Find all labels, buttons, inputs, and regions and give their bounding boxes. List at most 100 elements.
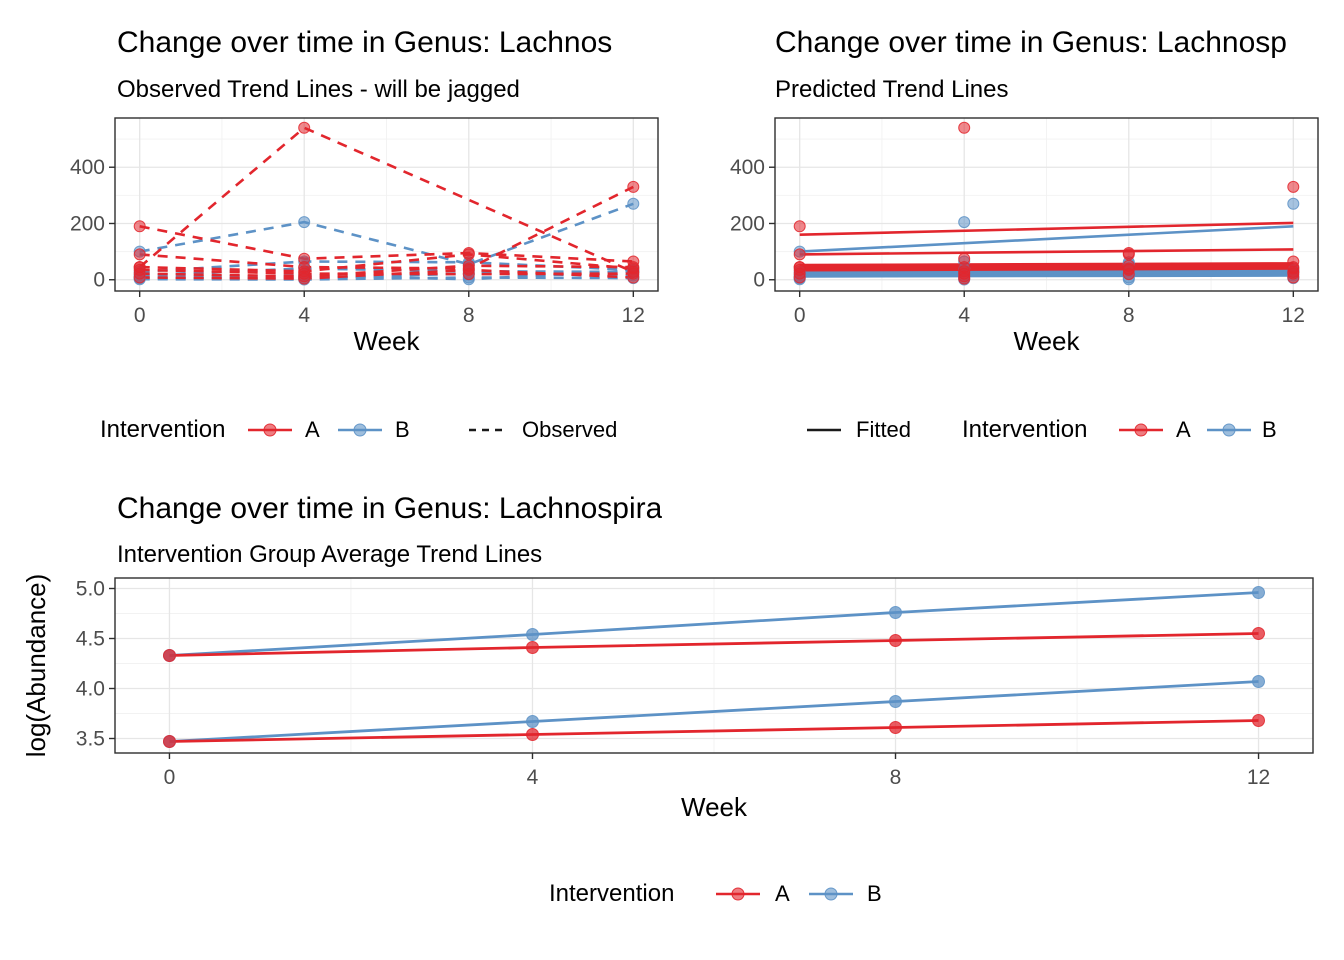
- legend-key-b-line-icon: [809, 887, 853, 901]
- series-fit-A3: [799, 262, 1294, 267]
- predicted-chart: 0 4 8 12 0 200 400 Week: [730, 117, 1319, 356]
- average-panel-title: Change over time in Genus: Lachnospira: [117, 492, 663, 525]
- point-obs-B1-wk12: [1287, 197, 1300, 210]
- series-fit-B5: [799, 274, 1294, 278]
- point-A-mean-upper-wk0: [163, 649, 176, 662]
- svg-text:5.0: 5.0: [76, 578, 105, 601]
- observed-chart: 0 4 8 12 0 200 400 Week: [70, 117, 659, 356]
- legend-key-a-line-icon: [1119, 423, 1163, 437]
- point-B-mean-upper-wk8: [889, 606, 902, 619]
- svg-text:Week: Week: [681, 792, 748, 822]
- svg-text:4: 4: [527, 766, 539, 789]
- point-obs-A3-wk12: [1287, 180, 1300, 193]
- series-B-mean-lower: [169, 680, 1259, 743]
- average-legend-item-b: B: [867, 881, 882, 906]
- legend-key-a-line-icon: [248, 423, 292, 437]
- average-legend-item-a: A: [775, 881, 790, 906]
- point-A-mean-lower-wk4: [526, 728, 539, 741]
- top-legend-row: Intervention A B Observed Fitted Interve…: [0, 410, 1344, 450]
- point-obs-A4-wk8: [1122, 248, 1135, 261]
- point-A-mean-upper-wk12: [1252, 627, 1265, 640]
- series-A-mean-upper: [169, 632, 1259, 657]
- svg-text:4: 4: [298, 304, 310, 327]
- bottom-legend-row: Intervention A B: [0, 874, 1344, 914]
- fitted-linetype-key-icon: [807, 428, 841, 432]
- point-obs-A7-wk8: [1122, 268, 1135, 281]
- svg-text:log(Abundance): log(Abundance): [21, 574, 51, 758]
- series-A-subj3: [139, 185, 634, 270]
- point-B-subj1-wk4: [298, 216, 311, 229]
- point-B-mean-lower-wk12: [1252, 675, 1265, 688]
- legend-key-a-line-icon: [716, 887, 760, 901]
- predicted-legend-item-a: A: [1176, 417, 1191, 442]
- point-B-subj1-wk12: [627, 197, 640, 210]
- point-obs-B1-wk4: [958, 216, 971, 229]
- svg-text:8: 8: [463, 304, 475, 327]
- series-fit-B2: [799, 269, 1294, 274]
- fitted-linetype-label: Fitted: [856, 417, 912, 442]
- svg-text:0: 0: [164, 766, 176, 789]
- svg-text:4.0: 4.0: [76, 678, 105, 701]
- average-legend-title: Intervention: [549, 880, 675, 907]
- point-A-subj1-wk4: [298, 121, 311, 134]
- point-obs-A7-wk0: [793, 263, 806, 276]
- svg-text:0: 0: [93, 269, 105, 292]
- observed-panel-title: Change over time in Genus: Lachnos: [117, 26, 613, 59]
- legend-key-b-line-icon: [338, 423, 382, 437]
- point-A-mean-upper-wk8: [889, 634, 902, 647]
- svg-text:12: 12: [1282, 304, 1305, 327]
- average-chart: 0 4 8 12 3.5 4.0 4.5 5.0 Week log(Abundance): [21, 574, 1314, 822]
- point-A-subj4-wk8: [462, 248, 475, 261]
- svg-text:0: 0: [794, 304, 806, 327]
- series-A-subj1: [138, 126, 634, 274]
- svg-text:400: 400: [70, 156, 105, 179]
- svg-text:200: 200: [70, 212, 105, 235]
- point-obs-A7-wk12: [1287, 267, 1300, 280]
- point-obs-A7-wk4: [958, 267, 971, 280]
- observed-legend-title: Intervention: [100, 416, 226, 443]
- point-A-subj2-wk0: [133, 220, 146, 233]
- legend-key-b-line-icon: [1207, 423, 1251, 437]
- svg-text:4: 4: [958, 304, 970, 327]
- observed-legend-item-a: A: [305, 417, 320, 442]
- predicted-panel-title: Change over time in Genus: Lachnosp: [775, 26, 1287, 59]
- svg-text:200: 200: [730, 212, 765, 235]
- point-B-mean-upper-wk4: [526, 628, 539, 641]
- point-obs-A1-wk4: [958, 121, 971, 134]
- point-A-subj7-wk0: [133, 263, 146, 276]
- observed-legend-item-b: B: [395, 417, 410, 442]
- point-A-subj3-wk0: [133, 248, 146, 261]
- svg-text:4.5: 4.5: [76, 628, 105, 651]
- svg-text:400: 400: [730, 156, 765, 179]
- series-A-subj2: [139, 225, 634, 263]
- svg-text:0: 0: [134, 304, 146, 327]
- svg-text:12: 12: [622, 304, 645, 327]
- series-fit-B1: [799, 225, 1294, 253]
- point-A-mean-upper-wk4: [526, 641, 539, 654]
- series-B-subj1: [139, 202, 634, 266]
- svg-text:8: 8: [890, 766, 902, 789]
- series-fit-A5: [799, 265, 1294, 270]
- point-obs-A3-wk0: [793, 248, 806, 261]
- point-A-mean-lower-wk8: [889, 721, 902, 734]
- observed-panel-subtitle: Observed Trend Lines - will be jagged: [117, 76, 520, 103]
- svg-text:3.5: 3.5: [76, 728, 105, 751]
- svg-text:8: 8: [1123, 304, 1135, 327]
- point-A-mean-lower-wk12: [1252, 714, 1265, 727]
- point-A-subj7-wk8: [462, 268, 475, 281]
- series-fit-B3: [799, 271, 1294, 275]
- series-fit-A2: [799, 248, 1294, 256]
- series-B-mean-upper: [169, 591, 1259, 657]
- svg-text:12: 12: [1247, 766, 1270, 789]
- point-B-mean-upper-wk12: [1252, 586, 1265, 599]
- point-A-subj7-wk4: [298, 267, 311, 280]
- predicted-panel-subtitle: Predicted Trend Lines: [775, 76, 1009, 103]
- series-A-mean-lower: [169, 719, 1259, 743]
- predicted-legend-item-b: B: [1262, 417, 1277, 442]
- point-A-mean-lower-wk0: [163, 735, 176, 748]
- predicted-legend-title: Intervention: [962, 416, 1088, 443]
- point-A-subj7-wk12: [627, 267, 640, 280]
- average-panel-subtitle: Intervention Group Average Trend Lines: [117, 541, 543, 568]
- point-obs-A2-wk0: [793, 220, 806, 233]
